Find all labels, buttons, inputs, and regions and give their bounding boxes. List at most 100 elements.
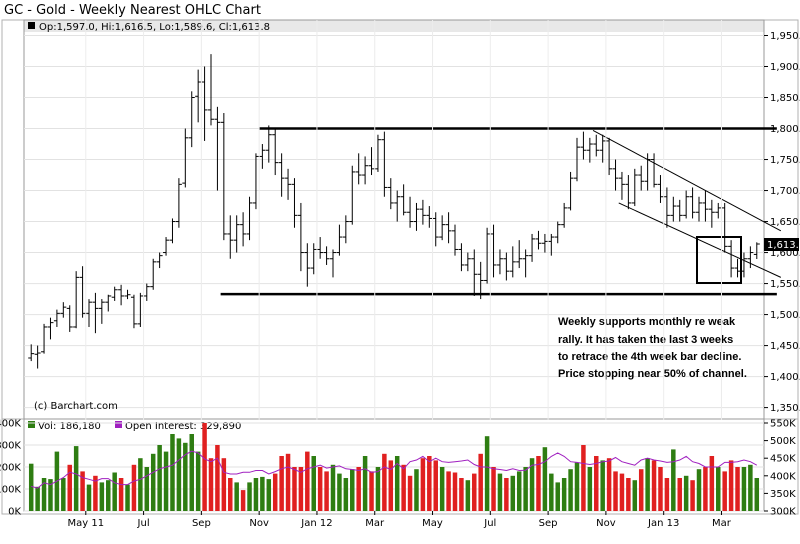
volume-bar — [716, 467, 721, 511]
ohlc-bar — [651, 153, 658, 188]
volume-bar — [664, 478, 670, 511]
volume-bar — [452, 472, 458, 511]
ohlc-bar — [631, 168, 638, 207]
price-tick-label: 1,750.0 — [770, 155, 800, 166]
price-tick-label: 1,900.0 — [770, 62, 800, 73]
volume-bar — [112, 472, 117, 511]
price-panel-frame — [1, 19, 799, 426]
volume-bar — [93, 475, 98, 511]
ohlc-bar — [246, 196, 253, 241]
ohlc-bar — [484, 227, 491, 284]
volume-bar — [446, 471, 451, 511]
volume-bar — [472, 473, 477, 511]
ohlc-bar — [657, 175, 664, 203]
volume-bar — [414, 469, 419, 511]
x-tick-label: May 11 — [68, 518, 105, 529]
volume-bar — [433, 460, 438, 511]
ohlc-bar — [452, 224, 458, 256]
volume-bar — [221, 458, 227, 511]
x-tick-label: Sep — [192, 518, 211, 529]
volume-bar — [574, 462, 580, 511]
open-interest-line — [31, 450, 758, 489]
ohlc-bar — [278, 153, 285, 197]
ohlc-bar — [362, 156, 369, 185]
volume-bar — [542, 447, 548, 511]
ohlc-bar — [130, 294, 137, 329]
price-tick-label: 1,700.0 — [770, 186, 800, 197]
volume-bar — [350, 469, 355, 511]
ohlc-bar — [47, 317, 54, 340]
volume-bar — [587, 467, 593, 511]
ohlc-bar — [175, 178, 182, 228]
volume-bar — [253, 478, 259, 511]
ohlc-bar — [554, 221, 561, 244]
ohlc-bar — [567, 171, 574, 211]
last-price-label: 1,613.8 — [767, 240, 800, 251]
x-tick-label: Mar — [365, 518, 385, 529]
ohlc-bar — [137, 292, 144, 327]
ohlc-bar — [163, 237, 170, 256]
volume-bar — [279, 456, 284, 511]
volume-bar — [632, 480, 638, 511]
ohlc-bar — [606, 137, 613, 176]
ohlc-bar — [188, 91, 195, 148]
price-tick-label: 1,550.0 — [770, 279, 800, 290]
volume-bar — [80, 471, 85, 511]
volume-bar — [491, 467, 496, 511]
ohlc-bar — [426, 206, 433, 228]
ohlc-bar — [105, 294, 112, 312]
ohlc-bar — [195, 69, 202, 123]
volume-bar — [529, 458, 535, 511]
ohlc-bar — [214, 106, 221, 191]
ohlc-bar — [285, 168, 292, 200]
ohlc-bar — [259, 144, 266, 169]
ohlc-bar — [445, 212, 452, 244]
volume-bar — [484, 436, 490, 511]
volume-bar — [504, 478, 509, 511]
ohlc-bar — [336, 224, 343, 256]
volume-bar — [285, 453, 291, 511]
volume-bar — [671, 449, 676, 511]
volume-bar — [465, 480, 471, 511]
oi-tick-label: 400K — [770, 471, 796, 482]
volume-y-axis: 400K 300K 200K 100K 0K — [0, 419, 21, 518]
ohlc-bar — [272, 128, 279, 176]
volume-bar — [215, 445, 220, 511]
channel-bottom-line — [618, 202, 782, 278]
ohlc-bar — [374, 134, 381, 172]
ohlc-bar — [683, 190, 690, 219]
volume-bar — [240, 490, 246, 511]
ohlc-bar — [79, 266, 86, 318]
volume-bar — [61, 478, 66, 511]
annotation-line-2: rally. It has taken the last 3 weeks — [558, 334, 733, 346]
ohlc-bar — [41, 323, 48, 354]
ohlc-bar — [580, 131, 587, 160]
oi-tick-label: 300K — [770, 507, 796, 518]
volume-bar — [401, 464, 406, 511]
ohlc-bar — [73, 271, 80, 329]
volume-bar — [703, 467, 708, 511]
ohlc-bar — [201, 66, 208, 141]
ohlc-bar — [715, 202, 722, 219]
annotation-line-3: to retrace the 4th week bar decline. — [558, 351, 741, 363]
oi-tick-label: 550K — [770, 419, 796, 430]
ohlc-bar — [663, 187, 670, 228]
ohlc-bar — [439, 215, 446, 241]
volume-bar — [86, 484, 92, 511]
volume-bar — [561, 478, 567, 511]
ohlc-bar — [618, 171, 625, 200]
ohlc-bar — [721, 202, 728, 253]
volume-bar — [619, 473, 625, 511]
channel-top-line — [592, 129, 782, 232]
ohlc-bar — [291, 178, 298, 228]
volume-bar — [427, 456, 432, 511]
ohlc-bar — [702, 190, 709, 222]
volume-bar — [208, 458, 214, 511]
price-tick-label: 1,450.0 — [770, 341, 800, 352]
x-tick-label: Mar — [712, 518, 732, 529]
annotation-line-4: Price stopping near 50% of channel. — [558, 368, 747, 380]
ohlc-bar — [471, 249, 478, 296]
ohlc-bar — [53, 309, 60, 327]
volume-bar — [568, 469, 573, 511]
volume-tick-label: 0K — [8, 507, 21, 518]
